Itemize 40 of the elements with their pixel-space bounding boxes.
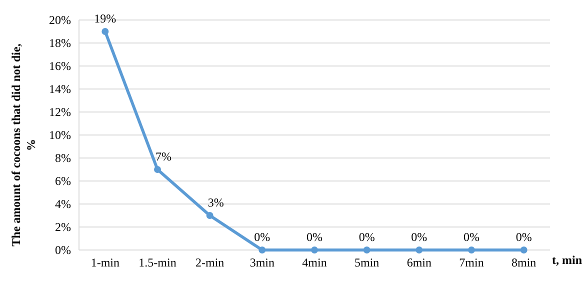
point	[102, 28, 109, 35]
x-axis-title: t, min	[552, 253, 582, 267]
data-label: 0%	[516, 230, 532, 244]
y-tick-label: 20%	[49, 12, 71, 27]
x-tick-label: 5min	[354, 256, 380, 270]
y-tick-label: 4%	[55, 196, 71, 211]
x-tick-label: 4min	[302, 256, 327, 270]
data-label: 3%	[208, 196, 224, 210]
point	[154, 166, 161, 173]
point	[520, 246, 528, 254]
data-label: 0%	[358, 230, 375, 244]
y-tick-label: 14%	[49, 82, 71, 96]
y-tick-label: 12%	[49, 104, 71, 119]
data-label: 0%	[411, 230, 428, 244]
point	[468, 246, 475, 254]
data-label: 0%	[464, 230, 480, 244]
y-tick-label: 6%	[55, 174, 71, 188]
x-tick-label: 3min	[250, 256, 275, 270]
point	[363, 246, 370, 254]
point	[416, 246, 423, 254]
x-tick-label: 6min	[406, 256, 432, 270]
point	[206, 212, 214, 219]
data-label: 19%	[94, 12, 116, 26]
data-label: 0%	[306, 230, 322, 244]
y-tick-label: 18%	[49, 36, 71, 50]
x-tick-label: 1-min	[90, 256, 120, 270]
y-tick-label: 0%	[55, 242, 71, 257]
x-tick-label: 1.5-min	[138, 256, 176, 270]
data-label: 0%	[254, 230, 270, 244]
y-tick-label: 2%	[55, 220, 71, 234]
point	[311, 246, 318, 254]
x-tick-label: 2-min	[195, 256, 224, 270]
x-tick-label: 7min	[459, 256, 484, 270]
y-tick-label: 10%	[49, 128, 71, 142]
y-axis-title: The amount of cocoons that did not die, %	[9, 44, 38, 246]
y-tick-label: 16%	[49, 58, 71, 73]
y-tick-label: 8%	[55, 150, 71, 165]
point	[258, 246, 266, 254]
data-label: 7%	[156, 150, 172, 164]
x-tick-label: 8min	[511, 256, 536, 270]
